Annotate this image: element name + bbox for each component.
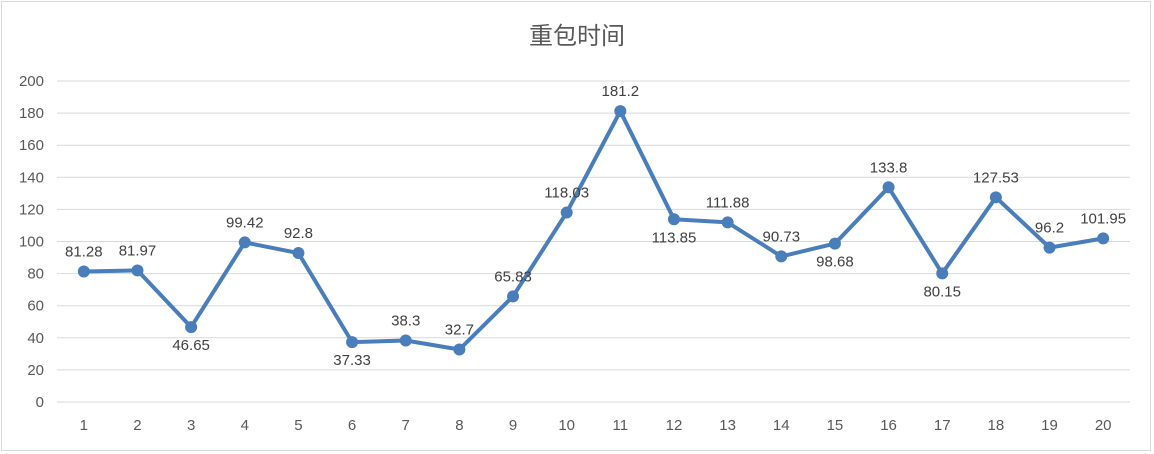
data-point (989, 191, 1002, 204)
x-tick-label: 12 (666, 417, 683, 434)
x-tick-label: 20 (1095, 417, 1112, 434)
data-point (1043, 241, 1056, 254)
data-label: 133.8 (870, 159, 908, 176)
data-label: 90.73 (763, 228, 801, 245)
x-tick-label: 3 (187, 417, 195, 434)
x-tick-label: 13 (719, 417, 736, 434)
x-tick-label: 17 (934, 417, 951, 434)
data-point (346, 336, 359, 349)
y-tick-label: 140 (19, 169, 44, 186)
data-point (238, 236, 251, 249)
x-tick-label: 10 (558, 417, 575, 434)
data-label: 96.2 (1035, 220, 1064, 237)
data-label: 46.65 (172, 337, 210, 354)
series-line (83, 109, 1104, 352)
data-label: 127.53 (973, 169, 1019, 186)
data-point (185, 321, 198, 334)
y-tick-label: 40 (27, 330, 44, 347)
data-point (560, 206, 573, 219)
y-tick-label: 0 (36, 394, 44, 411)
y-tick-label: 180 (19, 105, 44, 122)
data-label: 32.7 (445, 322, 474, 339)
y-tick-label: 160 (19, 137, 44, 154)
data-label: 118.03 (544, 185, 589, 202)
data-label: 81.97 (119, 242, 157, 259)
x-tick-label: 1 (80, 417, 88, 434)
data-point (614, 105, 627, 118)
data-point (131, 264, 144, 277)
x-tick-label: 14 (773, 417, 790, 434)
data-label: 65.83 (494, 268, 532, 285)
data-label: 113.85 (652, 229, 697, 246)
data-label: 111.88 (706, 194, 750, 211)
data-point (292, 247, 305, 260)
data-label: 181.2 (602, 83, 640, 100)
x-tick-label: 6 (348, 417, 356, 434)
x-tick-label: 9 (509, 417, 517, 434)
y-tick-label: 100 (19, 234, 44, 251)
y-tick-label: 20 (27, 362, 44, 379)
x-tick-label: 8 (455, 417, 463, 434)
data-label: 80.15 (923, 283, 961, 300)
data-point (882, 181, 895, 194)
x-tick-label: 5 (294, 417, 302, 434)
y-tick-label: 60 (27, 298, 44, 315)
data-point (507, 290, 520, 303)
x-tick-label: 2 (133, 417, 141, 434)
x-tick-label: 15 (827, 417, 844, 434)
data-label: 92.8 (284, 225, 313, 242)
data-point (77, 265, 90, 278)
data-label: 99.42 (226, 214, 264, 231)
y-tick-label: 200 (19, 73, 44, 90)
data-label: 38.3 (391, 313, 420, 330)
x-tick-label: 4 (241, 417, 249, 434)
x-tick-label: 16 (880, 417, 897, 434)
x-tick-label: 11 (613, 417, 629, 434)
data-point (667, 213, 680, 226)
y-tick-label: 120 (19, 201, 44, 218)
data-point (721, 216, 734, 229)
data-point (936, 267, 949, 280)
x-tick-label: 19 (1041, 417, 1058, 434)
chart-title: 重包时间 (529, 22, 625, 50)
data-point (453, 343, 466, 356)
data-label: 101.95 (1080, 210, 1126, 227)
y-tick-label: 80 (27, 266, 44, 283)
data-point (1097, 232, 1110, 245)
data-label: 81.28 (65, 244, 103, 261)
data-point (399, 334, 412, 347)
data-point (828, 237, 841, 250)
x-tick-label: 7 (402, 417, 410, 434)
data-label: 98.68 (816, 254, 854, 271)
x-tick-label: 18 (988, 417, 1005, 434)
data-label: 37.33 (333, 352, 371, 369)
data-point (775, 250, 788, 263)
